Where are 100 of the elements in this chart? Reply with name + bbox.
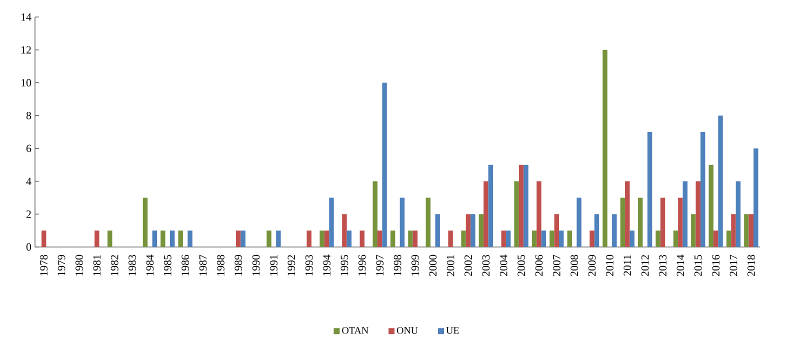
x-tick-label: 1998 — [394, 254, 402, 276]
bar — [700, 132, 706, 247]
y-tick-label: 2 — [26, 210, 31, 218]
bar — [346, 230, 352, 247]
x-tick-label: 2018 — [747, 254, 755, 276]
x-tick-label: 2015 — [694, 254, 702, 276]
bar — [501, 230, 506, 247]
bar — [306, 230, 312, 247]
bar — [435, 214, 440, 247]
bar — [142, 198, 148, 247]
bar — [673, 230, 678, 247]
bar — [41, 230, 46, 247]
bar — [484, 181, 488, 247]
bar — [541, 230, 546, 247]
bar — [324, 230, 330, 247]
bar — [691, 214, 696, 247]
bar — [748, 214, 754, 247]
bar — [656, 230, 660, 247]
bar — [731, 214, 736, 247]
bar — [400, 198, 405, 247]
bar — [266, 230, 272, 247]
x-tick-label: 2016 — [712, 254, 720, 276]
x-tick-label: 1985 — [164, 254, 172, 276]
bar — [718, 116, 723, 247]
x-tick-label: 1990 — [252, 254, 260, 276]
x-tick-label: 1992 — [288, 255, 296, 276]
x-tick-label: 2011 — [624, 255, 632, 276]
bar — [188, 230, 192, 247]
bar — [708, 164, 714, 247]
x-tick-label: 2013 — [659, 254, 666, 276]
bar — [426, 198, 431, 247]
x-tick-label: 1999 — [412, 254, 419, 276]
x-tick-label: 2009 — [588, 254, 596, 276]
x-tick-label: 1981 — [93, 255, 101, 276]
x-tick-label: 2012 — [641, 255, 649, 276]
y-tick-label: 10 — [21, 79, 32, 86]
legend-label: UE — [446, 327, 459, 334]
x-tick-label: 1988 — [216, 254, 224, 276]
bar — [625, 181, 630, 247]
bar — [382, 82, 387, 247]
bar — [638, 198, 643, 247]
bar — [754, 148, 758, 247]
x-tick-label: 2005 — [518, 254, 525, 276]
x-tick-label: 1995 — [340, 254, 348, 276]
bar — [342, 214, 347, 247]
x-tick-label: 1986 — [182, 254, 190, 276]
bar — [550, 230, 554, 247]
x-tick-label: 1979 — [58, 254, 66, 276]
bar — [466, 214, 471, 247]
bar — [554, 214, 560, 247]
x-tick-label: 1991 — [270, 255, 278, 276]
bar — [532, 230, 537, 247]
x-tick-label: 1994 — [323, 254, 330, 276]
legend-label: OTAN — [342, 327, 368, 334]
x-tick-label: 1989 — [234, 254, 242, 276]
bar — [320, 230, 324, 247]
bar — [518, 164, 524, 247]
x-tick-label: 1984 — [146, 254, 154, 276]
bar — [630, 230, 634, 247]
bar — [647, 132, 652, 247]
x-tick-label: 1987 — [199, 254, 207, 276]
y-tick-label: 12 — [21, 46, 31, 54]
x-tick-label: 2006 — [535, 254, 543, 276]
x-tick-label: 2008 — [570, 254, 578, 276]
x-tick-label: 2001 — [446, 255, 454, 276]
x-tick-label: 1980 — [76, 254, 83, 276]
x-tick-label: 1996 — [358, 254, 366, 276]
x-tick-label: 2010 — [606, 254, 614, 276]
x-tick-label: 2002 — [464, 255, 472, 276]
bar — [470, 214, 476, 247]
bar — [506, 230, 511, 247]
bar — [576, 198, 582, 247]
bar — [478, 214, 484, 247]
bar — [524, 164, 528, 247]
bar — [602, 50, 608, 247]
y-tick-label: 6 — [26, 144, 32, 152]
bar — [152, 230, 158, 247]
bar — [559, 230, 564, 247]
bar — [488, 164, 493, 247]
x-tick-label: 2014 — [676, 254, 684, 276]
bar — [108, 230, 112, 247]
bar — [567, 230, 572, 247]
x-tick-label: 2004 — [500, 254, 508, 276]
bar — [736, 181, 741, 247]
bar — [448, 230, 453, 247]
bar — [678, 198, 683, 247]
x-tick-label: 1997 — [376, 254, 384, 276]
bar — [408, 230, 413, 247]
y-tick-label: 0 — [26, 243, 32, 251]
bar — [682, 181, 688, 247]
bar — [329, 198, 334, 247]
x-tick-label: 2007 — [552, 254, 560, 276]
bar — [660, 198, 666, 247]
bar — [236, 230, 241, 247]
bar — [461, 230, 466, 247]
y-tick-label: 14 — [21, 13, 32, 21]
y-tick-label: 8 — [26, 112, 32, 120]
bar — [726, 230, 732, 247]
bar — [594, 214, 600, 247]
x-tick-label: 2003 — [482, 254, 490, 276]
